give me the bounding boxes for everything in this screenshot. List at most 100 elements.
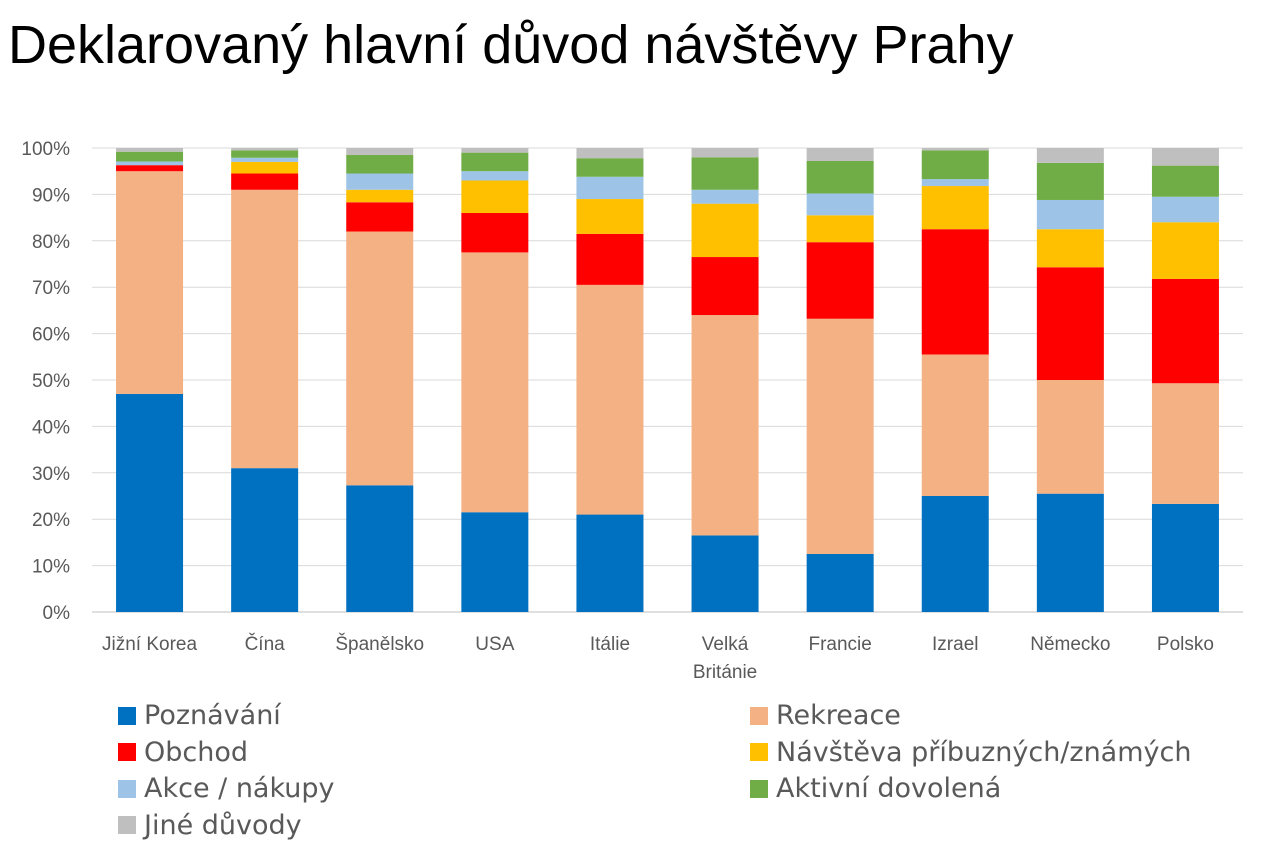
bar-segment [691,189,759,204]
bar-segment [691,157,759,190]
bar-segment [691,203,759,258]
bar-segment [921,179,989,187]
bar-segment [231,148,299,151]
bar-segment [691,315,759,536]
bar-segment [231,157,299,162]
bar-segment [1036,148,1104,163]
bar-segment [1151,383,1219,504]
bar-segment [461,148,529,153]
bar-segment [921,150,989,180]
bar-segment [346,231,414,486]
bar-segment [231,468,299,612]
x-category-label: Německo [1030,634,1110,655]
bar-segment [576,284,644,515]
x-category-label: Itálie [590,634,630,655]
bar-segment [116,151,184,162]
legend-item: Akce / nákupy [118,773,335,804]
legend-label: Jiné důvody [144,809,302,841]
bar-segment [921,496,989,612]
legend-swatch [750,706,768,725]
y-tick-label: 30% [32,464,70,485]
x-category-label: Polsko [1157,634,1214,655]
x-category-label: Jižní Korea [102,634,197,655]
bar-segment [806,554,874,612]
bar-segment [346,154,414,174]
x-category-label: Španělsko [335,633,424,655]
bar-segment [806,215,874,243]
bar-segment [806,318,874,554]
bar-segment [231,173,299,190]
x-category-label: Velká Británie [693,634,757,683]
legend-label: Poznávání [144,700,281,731]
legend-swatch [118,706,136,725]
legend-item: Návštěva příbuzných/známých [750,737,1191,768]
bar-segment [1036,162,1104,200]
legend-swatch [750,743,768,761]
legend-swatch [118,816,136,834]
legend-item: Aktivní dovolená [750,773,1001,804]
bar-segment [576,233,644,285]
y-tick-label: 10% [32,557,70,578]
bar-segment [576,514,644,612]
legend-label: Aktivní dovolená [776,773,1002,804]
bar-segment [921,354,989,496]
bar-segment [576,176,644,200]
bar-segment [461,512,529,612]
bar-segment [921,229,989,355]
bar-segment [461,180,529,213]
bar-segment [576,199,644,234]
bar-segment [461,171,529,181]
bar-segment [1151,278,1219,384]
x-category-label: USA [475,634,514,655]
bar-segment [1151,222,1219,279]
bar-segment [116,161,184,166]
bar-segment [116,165,184,172]
bar-segment [691,257,759,316]
bar-segment [346,485,414,612]
bar-segment [1151,196,1219,223]
bar-segment [346,189,414,203]
y-tick-label: 0% [43,603,71,624]
legend-swatch [118,779,136,798]
bar-segment [461,152,529,172]
y-tick-label: 70% [32,278,70,299]
bar-segment [116,148,184,152]
bar-segment [231,161,299,174]
y-tick-label: 80% [32,232,70,253]
legend-item: Rekreace [750,700,901,731]
bar-segment [461,212,529,253]
bar-segment [1036,229,1104,268]
bar-segment [231,150,299,158]
x-category-label: Francie [808,634,871,655]
bar-segment [691,535,759,612]
legend-item: Obchod [118,737,248,768]
legend-swatch [118,743,136,761]
y-tick-label: 40% [32,417,70,438]
bar-segment [806,193,874,216]
bar-segment [1036,199,1104,230]
bar-segment [576,148,644,159]
bar-segment [346,173,414,190]
legend-label: Akce / nákupy [144,773,335,804]
legend-item: Jiné důvody [118,810,302,841]
bar-segment [1036,493,1104,612]
chart-title: Deklarovaný hlavní důvod návštěvy Prahy [8,15,1014,75]
legend-swatch [750,779,768,798]
bar-segment [1151,148,1219,166]
bar-segment [691,148,759,158]
legend-label: Obchod [144,736,249,768]
legend-label: Návštěva příbuzných/známých [776,736,1192,768]
bar-segment [576,158,644,177]
x-category-label: Izrael [932,634,978,655]
y-tick-label: 100% [21,139,70,160]
bar-segment [116,393,184,612]
legend-label: Rekreace [776,700,901,731]
bar-segment [1151,165,1219,197]
bar-segment [921,148,989,151]
y-tick-label: 60% [32,325,70,346]
bar-segment [921,186,989,230]
y-tick-label: 50% [32,371,70,392]
bar-segment [1151,503,1219,612]
bar-segment [806,242,874,319]
